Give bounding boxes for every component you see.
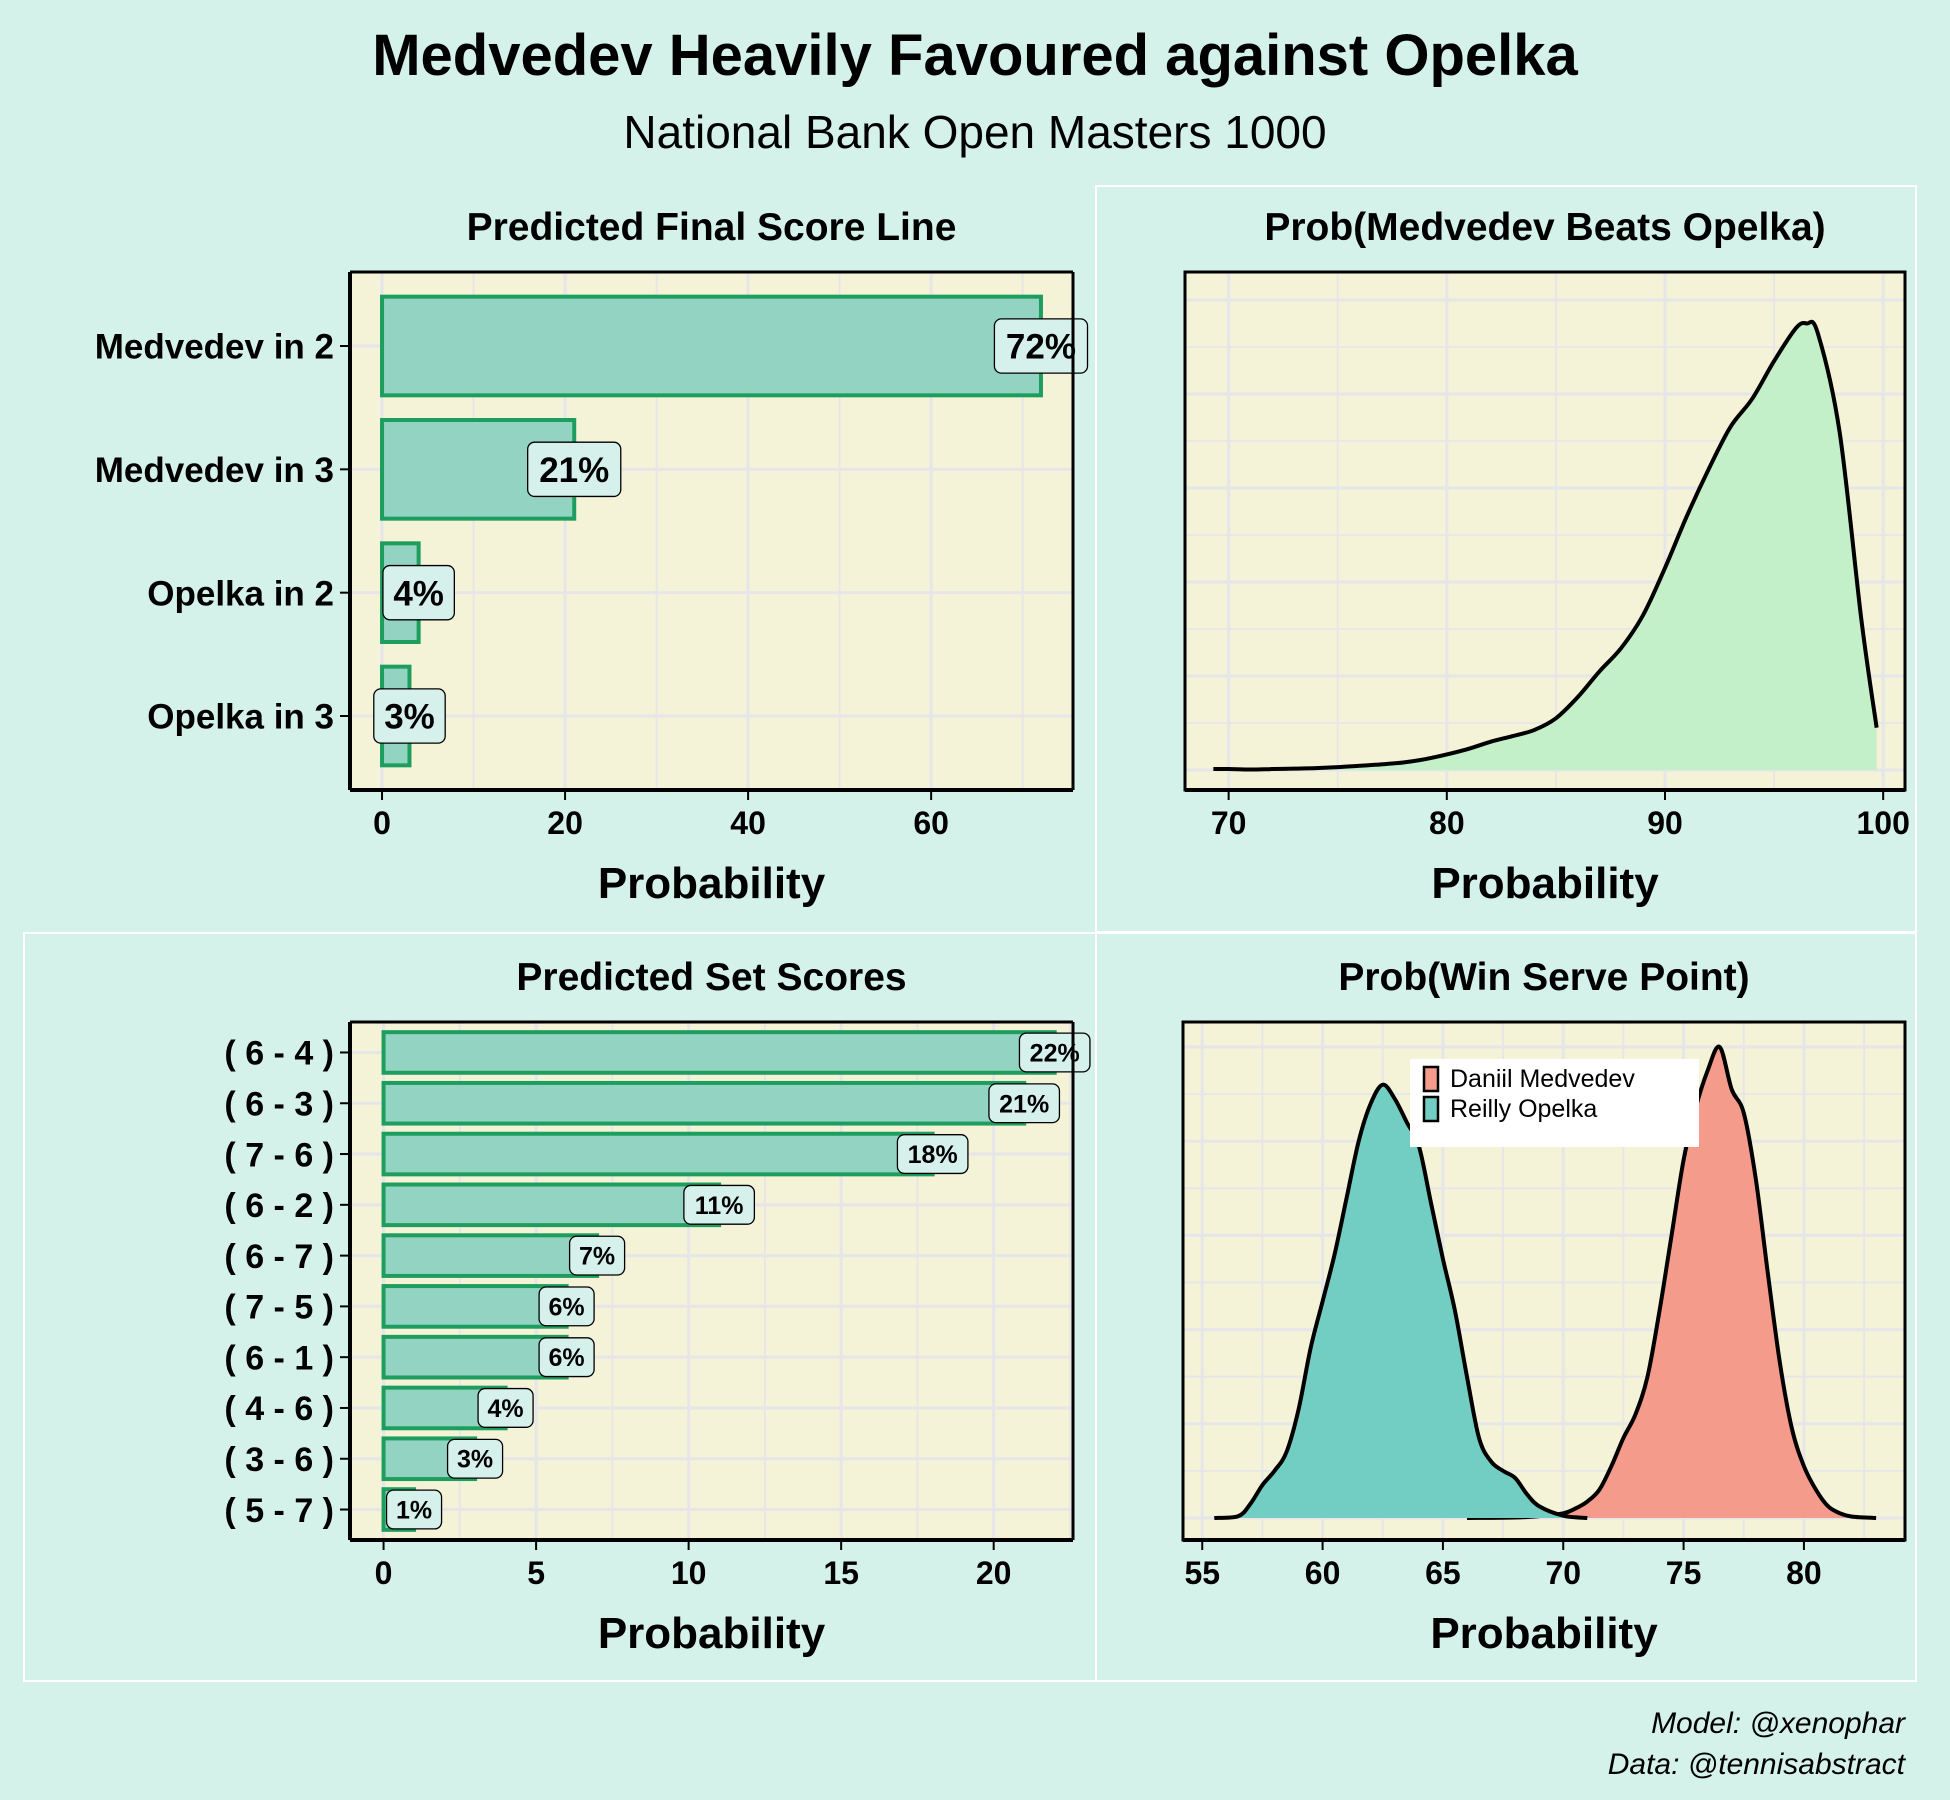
x-axis-title: Probability	[1430, 1609, 1658, 1658]
panel-title: Prob(Win Serve Point)	[1338, 956, 1749, 999]
y-tick-label: Opelka in 2	[147, 574, 334, 613]
data-label: 6%	[549, 1293, 585, 1321]
data-label: 3%	[384, 698, 435, 737]
data-label-box	[373, 688, 446, 744]
data-label: 22%	[1030, 1039, 1080, 1067]
panel-win-prob: 70 80 90 100 Prob(Medvedev Beats Opelka) Prob…	[1183, 206, 1910, 908]
y-tick-label: ( 7 - 6 )	[224, 1136, 334, 1174]
density-area-medvedev	[1466, 1046, 1877, 1518]
data-label: 11%	[695, 1192, 744, 1220]
legend-label-opelka: Reilly Opelka	[1450, 1095, 1597, 1123]
data-label: 3%	[457, 1446, 493, 1474]
bar-1	[380, 294, 1043, 398]
data-label-box	[477, 1387, 534, 1428]
chart-title: Medvedev Heavily Favoured against Opelka	[372, 23, 1578, 88]
legend-background	[1410, 1059, 1699, 1147]
data-label-box	[538, 1286, 595, 1327]
bar-1	[381, 1030, 1057, 1075]
x-tick-label: 60	[1305, 1555, 1341, 1591]
y-tick-label: Opelka in 3	[147, 698, 334, 737]
x-tick-label: 15	[823, 1555, 859, 1591]
y-tick-label: ( 4 - 6 )	[224, 1390, 334, 1428]
data-label-box	[988, 1083, 1061, 1124]
caption-data: Data: @tennisabstract	[1608, 1748, 1907, 1781]
data-label-box	[568, 1235, 626, 1276]
data-label: 72%	[1006, 328, 1076, 367]
panel-title: Predicted Final Score Line	[467, 206, 957, 249]
caption-model: Model: @xenophar	[1651, 1707, 1906, 1740]
bar-6	[381, 1284, 569, 1329]
y-tick-label: ( 6 - 3 )	[224, 1085, 334, 1123]
y-tick-label: ( 6 - 7 )	[224, 1238, 334, 1276]
x-tick-label: 60	[913, 805, 949, 841]
x-axis-title: Probability	[598, 1609, 826, 1658]
density-area-opelka	[1214, 1084, 1588, 1518]
x-axis-title: Probability	[1431, 859, 1659, 908]
y-tick-label: Medvedev in 2	[95, 328, 334, 367]
density-area	[1213, 321, 1877, 770]
y-tick-label: Medvedev in 3	[95, 451, 334, 490]
chart-subtitle: National Bank Open Masters 1000	[623, 106, 1326, 158]
x-tick-label: 5	[527, 1555, 545, 1591]
data-label-box	[683, 1184, 756, 1225]
bar-2	[381, 1080, 1027, 1126]
data-label: 21%	[539, 451, 609, 490]
data-label: 4%	[393, 574, 444, 613]
x-tick-label: 70	[1545, 1555, 1581, 1591]
bar-4	[381, 1182, 722, 1228]
panel-serve-point: 55 60 65 70 75 80 Prob(Win Serve Point) Probabi…	[1181, 956, 1907, 1658]
data-label: 4%	[488, 1395, 524, 1423]
panel-title: Predicted Set Scores	[516, 956, 906, 999]
y-tick-label: ( 6 - 1 )	[224, 1339, 334, 1377]
y-tick-label: ( 6 - 2 )	[224, 1187, 334, 1225]
x-axis-title: Probability	[598, 859, 826, 908]
data-label: 1%	[396, 1497, 432, 1525]
panel-title: Prob(Medvedev Beats Opelka)	[1264, 206, 1825, 249]
panel-final-score: 72% Medvedev in 2 21% Medvedev in 3 4% Opelka…	[95, 206, 1089, 908]
x-tick-label: 0	[373, 805, 391, 841]
x-tick-label: 100	[1856, 805, 1909, 841]
x-tick-label: 65	[1425, 1555, 1461, 1591]
data-label: 6%	[549, 1344, 585, 1372]
data-label: 7%	[579, 1243, 615, 1271]
bar-3	[381, 1131, 935, 1177]
x-tick-label: 70	[1211, 805, 1247, 841]
y-tick-label: ( 5 - 7 )	[224, 1492, 334, 1530]
data-label: 21%	[999, 1090, 1049, 1118]
x-tick-label: 40	[730, 805, 766, 841]
x-tick-label: 20	[547, 805, 583, 841]
panel-border-serve-point	[1095, 932, 1917, 1682]
data-label-box	[446, 1438, 504, 1479]
data-label-box	[896, 1134, 969, 1175]
x-tick-label: 90	[1647, 805, 1683, 841]
x-tick-label: 80	[1786, 1555, 1822, 1591]
y-tick-label: ( 6 - 4 )	[224, 1035, 334, 1073]
x-tick-label: 80	[1429, 805, 1465, 841]
data-label-box	[527, 441, 622, 498]
data-label-box	[382, 564, 455, 621]
x-tick-label: 10	[671, 1555, 707, 1591]
data-label-box	[538, 1337, 595, 1378]
legend-label-medvedev: Daniil Medvedev	[1450, 1065, 1635, 1093]
data-label-box	[385, 1489, 443, 1530]
y-tick-label: ( 7 - 5 )	[224, 1289, 334, 1327]
legend-key-opelka	[1422, 1095, 1440, 1123]
x-tick-label: 0	[375, 1555, 393, 1591]
density-line-opelka	[1214, 1082, 1588, 1520]
bar-5	[381, 1233, 600, 1278]
y-tick-label: ( 3 - 6 )	[224, 1441, 334, 1479]
legend-key-medvedev	[1422, 1065, 1440, 1093]
panel-set-scores: 22% ( 6 - 4 ) 21% ( 6 - 3 ) 18% ( 7 - 6 ) 11% (…	[224, 956, 1091, 1658]
density-line	[1213, 319, 1879, 772]
x-tick-label: 20	[976, 1555, 1012, 1591]
data-label: 18%	[908, 1141, 958, 1169]
x-tick-label: 55	[1184, 1555, 1220, 1591]
data-label-box	[993, 318, 1089, 374]
x-tick-label: 75	[1666, 1555, 1702, 1591]
